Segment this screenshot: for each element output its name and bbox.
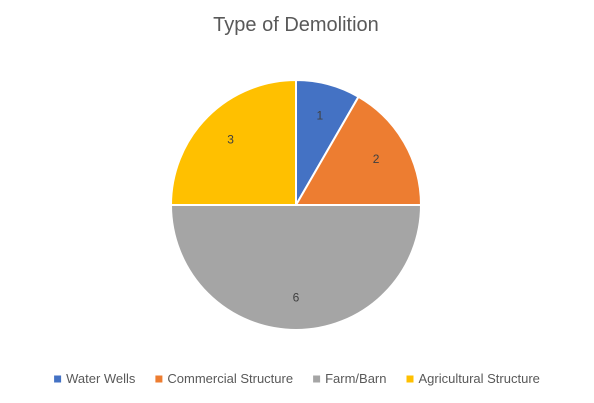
legend-swatch-water-wells bbox=[54, 375, 62, 383]
data-label-commercial-structure: 2 bbox=[373, 152, 380, 166]
legend-label-farm-barn: Farm/Barn bbox=[325, 371, 386, 386]
chart-legend: Water Wells Commercial Structure Farm/Barn… bbox=[54, 371, 540, 386]
legend-swatch-agricultural-structure bbox=[406, 375, 414, 383]
pie-slices bbox=[170, 79, 422, 331]
legend-swatch-farm-barn bbox=[313, 375, 321, 383]
legend-label-water-wells: Water Wells bbox=[66, 371, 136, 386]
legend-label-commercial-structure: Commercial Structure bbox=[167, 371, 293, 386]
pie-slice-agricultural-structure bbox=[170, 79, 297, 206]
pie-data-labels: 1 2 6 3 bbox=[227, 109, 380, 305]
data-label-agricultural-structure: 3 bbox=[227, 133, 234, 147]
pie-slice-commercial-structure bbox=[295, 95, 422, 206]
legend-swatch-commercial-structure bbox=[155, 375, 163, 383]
data-label-water-wells: 1 bbox=[317, 109, 324, 123]
legend-label-agricultural-structure: Agricultural Structure bbox=[419, 371, 540, 386]
data-label-farm-barn: 6 bbox=[293, 291, 300, 305]
pie-slice-farm-barn bbox=[170, 204, 422, 331]
chart-title: Type of Demolition bbox=[213, 14, 379, 36]
